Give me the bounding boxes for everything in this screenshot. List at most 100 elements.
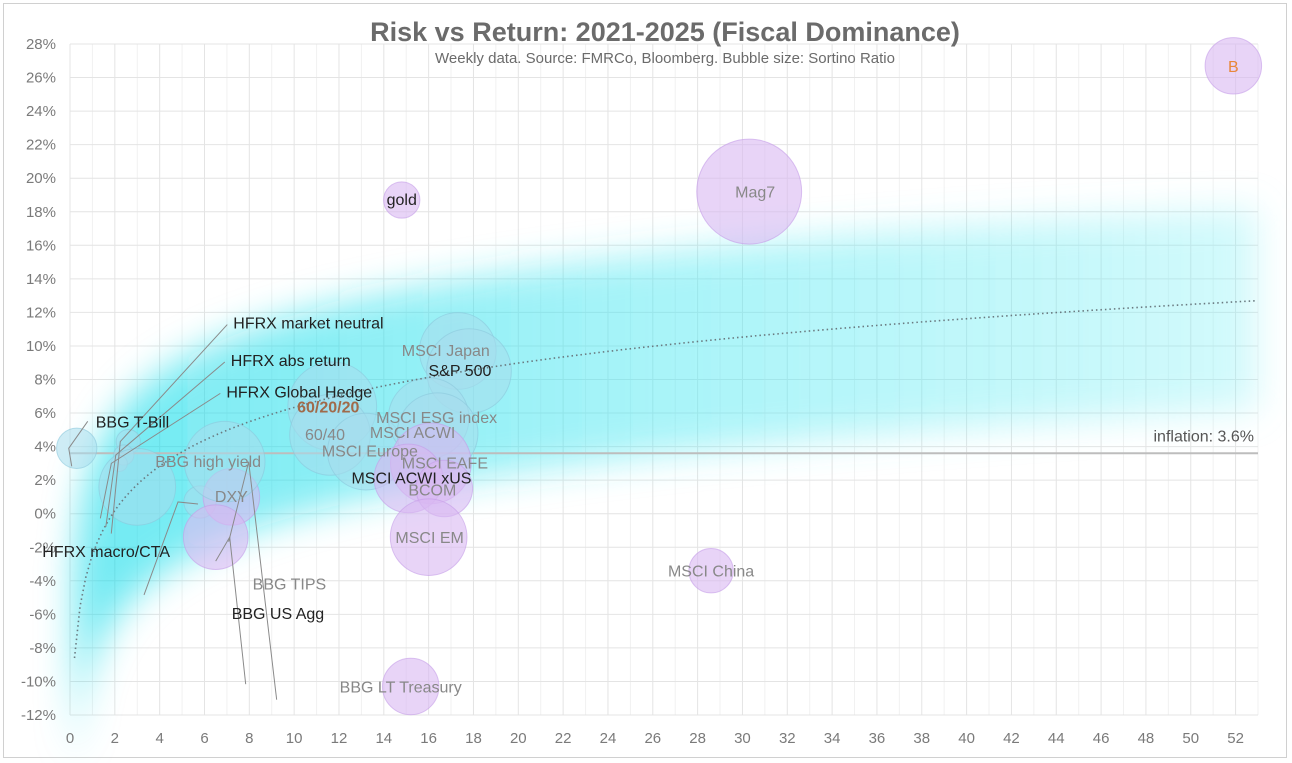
x-tick-label: 22 <box>555 730 572 747</box>
bubble-label: Mag7 <box>735 185 775 202</box>
y-tick-label: 12% <box>26 304 56 321</box>
bubble-label: MSCI EAFE <box>402 455 488 472</box>
x-tick-label: 52 <box>1227 730 1244 747</box>
bubble <box>182 504 249 570</box>
y-tick-label: 8% <box>34 372 56 389</box>
y-tick-label: 14% <box>26 271 56 288</box>
bubbles <box>56 37 1263 716</box>
bubble-label: DXY <box>215 489 248 506</box>
x-tick-label: 28 <box>689 730 706 747</box>
x-tick-label: 10 <box>286 730 303 747</box>
x-tick-label: 30 <box>734 730 751 747</box>
leader-lines <box>68 324 278 700</box>
bubble-label: gold <box>387 192 417 209</box>
chart-frame <box>3 3 1287 758</box>
y-tick-label: 18% <box>26 204 56 221</box>
inflation-label: inflation: 3.6% <box>1153 428 1254 445</box>
y-tick-label: -8% <box>29 640 56 657</box>
x-tick-label: 46 <box>1093 730 1110 747</box>
bubble-label: HFRX macro/CTA <box>42 544 170 561</box>
y-tick-label: 2% <box>34 472 56 489</box>
bubble <box>389 498 468 577</box>
trendline <box>73 299 1257 659</box>
trend-glow-band <box>74 208 1257 763</box>
bubble <box>383 181 421 219</box>
x-tick-label: 40 <box>958 730 975 747</box>
leader-line <box>215 535 247 685</box>
leader-line <box>143 501 199 596</box>
bubble-label: BBG US Agg <box>232 606 325 623</box>
leader-line <box>99 392 221 519</box>
bubble <box>688 548 734 594</box>
x-tick-label: 36 <box>869 730 886 747</box>
x-tick-label: 44 <box>1048 730 1065 747</box>
x-tick-label: 0 <box>66 730 74 747</box>
x-tick-label: 12 <box>331 730 348 747</box>
chart-title: Risk vs Return: 2021-2025 (Fiscal Domina… <box>370 17 960 47</box>
bubble-label: MSCI ACWI <box>370 425 455 442</box>
bubble <box>1204 37 1263 95</box>
y-tick-label: 28% <box>26 36 56 53</box>
x-tick-label: 2 <box>111 730 119 747</box>
y-tick-label: 20% <box>26 170 56 187</box>
x-tick-label: 6 <box>200 730 208 747</box>
bubble-label: BBG high yield <box>155 454 261 471</box>
x-tick-label: 42 <box>1003 730 1020 747</box>
trendline-path <box>73 299 1257 659</box>
x-tick-label: 14 <box>375 730 392 747</box>
trend-glow <box>74 208 1257 763</box>
y-tick-label: 0% <box>34 506 56 523</box>
x-tick-label: 26 <box>644 730 661 747</box>
leader-line <box>110 324 228 534</box>
y-tick-label: 16% <box>26 237 56 254</box>
bubble-label: S&P 500 <box>429 363 492 380</box>
bubble-label: 60/40 <box>305 427 345 444</box>
bubble-label: HFRX abs return <box>231 353 351 370</box>
y-tick-label: 6% <box>34 405 56 422</box>
y-tick-label: 10% <box>26 338 56 355</box>
x-tick-label: 4 <box>155 730 163 747</box>
bubble <box>696 138 803 245</box>
chart-subtitle: Weekly data. Source: FMRCo, Bloomberg. B… <box>435 50 895 67</box>
bubble <box>56 427 98 469</box>
y-tick-label: 22% <box>26 137 56 154</box>
bubble-label: MSCI China <box>668 564 754 581</box>
bubble-labels: HFRX market neutral HFRX abs return HFRX G… <box>42 59 1238 697</box>
axis-layer: 0 2 4 6 8 10 12 14 16 18 20 22 24 26 28 30 32 34 36 38 40 42 4… <box>21 36 1244 747</box>
bubble-label: MSCI Japan <box>402 343 490 360</box>
x-tick-label: 8 <box>245 730 253 747</box>
bubble <box>183 420 266 503</box>
bubble-label: 60/20/20 <box>297 399 359 416</box>
y-tick-label: 26% <box>26 70 56 87</box>
y-tick-label: -2% <box>29 539 56 556</box>
leader-line <box>68 420 89 467</box>
y-tick-label: 4% <box>34 439 56 456</box>
x-tick-label: 34 <box>824 730 841 747</box>
x-tick-label: 20 <box>510 730 527 747</box>
bubble-label: BBG T-Bill <box>96 414 169 431</box>
y-tick-label: -12% <box>21 707 56 724</box>
x-tick-label: 32 <box>779 730 796 747</box>
leader-line <box>228 461 278 700</box>
leader-line <box>105 361 226 528</box>
y-tick-label: -4% <box>29 573 56 590</box>
x-tick-label: 50 <box>1182 730 1199 747</box>
bubble-label: MSCI ACWI xUS <box>351 470 471 487</box>
bubble-label: BBG TIPS <box>253 577 327 594</box>
x-tick-label: 16 <box>420 730 437 747</box>
x-tick-label: 24 <box>600 730 617 747</box>
bubble-label: MSCI ESG index <box>376 410 497 427</box>
bubble-label: HFRX Global Hedge <box>226 384 372 401</box>
y-tick-label: -10% <box>21 673 56 690</box>
bubble-label: HFRX market neutral <box>233 316 383 333</box>
y-tick-label: 24% <box>26 103 56 120</box>
x-tick-label: 38 <box>913 730 930 747</box>
bubble-label: BBG LT Treasury <box>340 679 462 696</box>
bubble-label: B <box>1228 59 1239 76</box>
y-tick-label: -6% <box>29 606 56 623</box>
bubble-label: MSCI EM <box>395 530 463 547</box>
bubble <box>381 657 440 716</box>
inflation-reference: inflation: 3.6% <box>70 428 1258 455</box>
